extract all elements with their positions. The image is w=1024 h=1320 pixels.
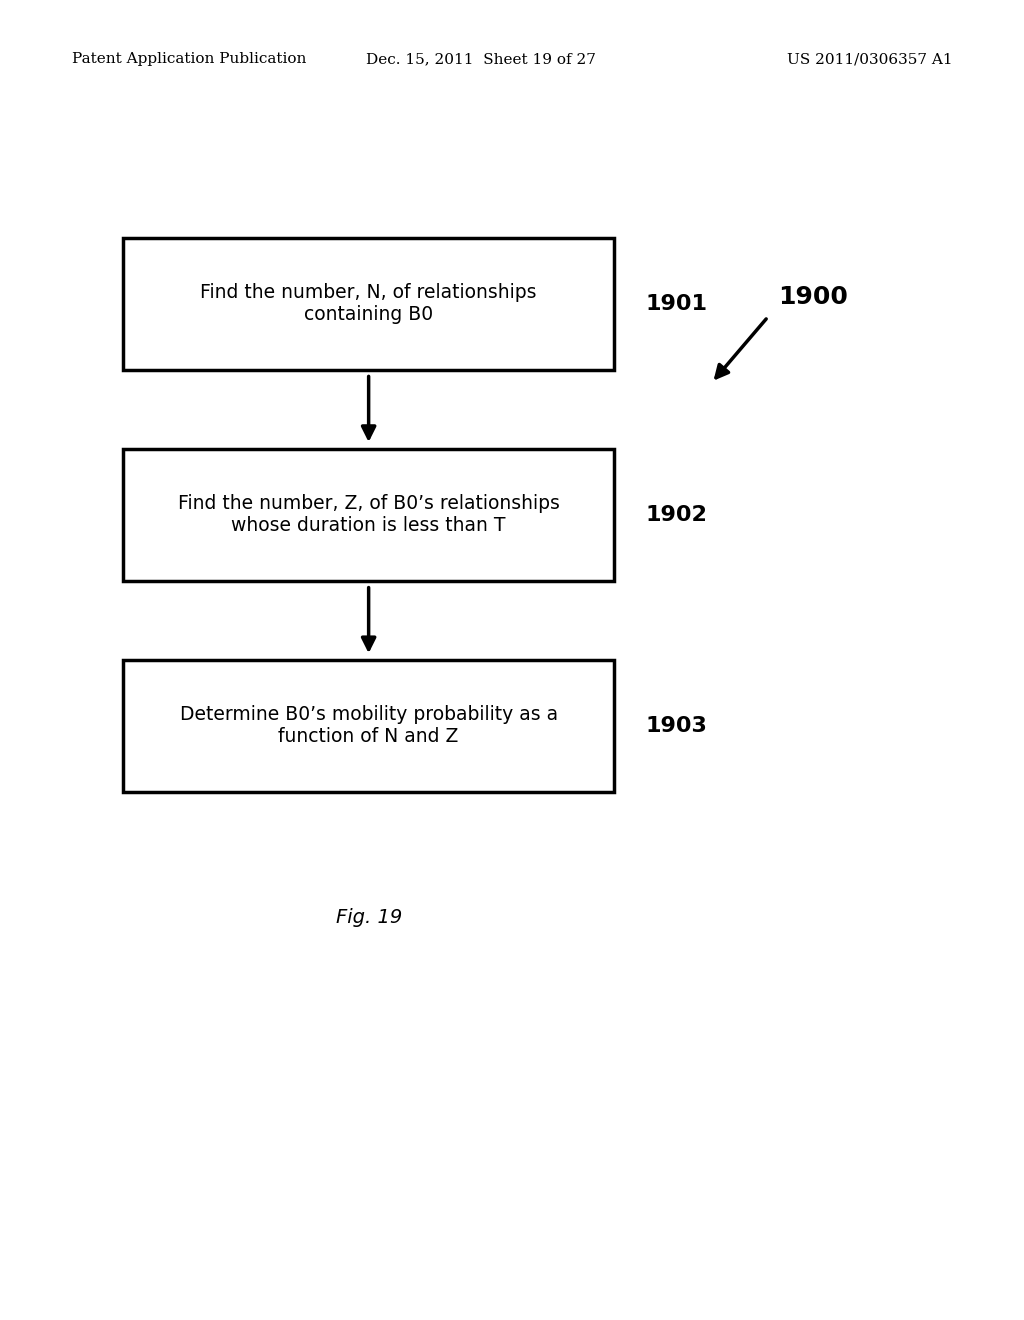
- FancyBboxPatch shape: [123, 660, 614, 792]
- FancyBboxPatch shape: [123, 449, 614, 581]
- Text: 1900: 1900: [778, 285, 848, 309]
- Text: Determine B0’s mobility probability as a
function of N and Z: Determine B0’s mobility probability as a…: [179, 705, 558, 747]
- Text: 1901: 1901: [645, 293, 708, 314]
- Text: US 2011/0306357 A1: US 2011/0306357 A1: [786, 53, 952, 66]
- Text: 1902: 1902: [645, 504, 707, 525]
- Text: 1903: 1903: [645, 715, 707, 737]
- Text: Find the number, N, of relationships
containing B0: Find the number, N, of relationships con…: [201, 282, 537, 325]
- Text: Find the number, Z, of B0’s relationships
whose duration is less than T: Find the number, Z, of B0’s relationship…: [178, 494, 559, 536]
- FancyBboxPatch shape: [123, 238, 614, 370]
- Text: Fig. 19: Fig. 19: [336, 908, 401, 927]
- Text: Patent Application Publication: Patent Application Publication: [72, 53, 306, 66]
- Text: Dec. 15, 2011  Sheet 19 of 27: Dec. 15, 2011 Sheet 19 of 27: [367, 53, 596, 66]
